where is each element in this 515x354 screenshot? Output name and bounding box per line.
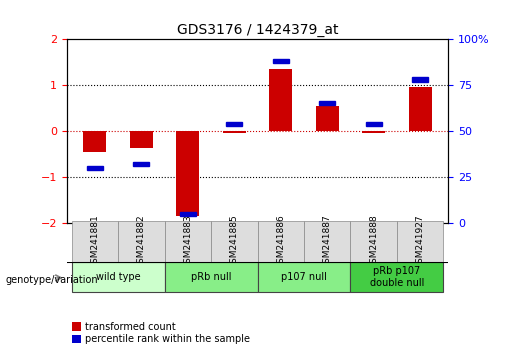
Text: GSM241888: GSM241888 — [369, 214, 378, 269]
Text: GSM241883: GSM241883 — [183, 214, 192, 269]
Bar — [176, 131, 199, 216]
FancyBboxPatch shape — [118, 221, 165, 262]
Bar — [269, 69, 293, 131]
Bar — [72, 322, 81, 331]
Text: transformed count: transformed count — [85, 322, 176, 332]
Text: pRb p107
double null: pRb p107 double null — [370, 266, 424, 288]
Bar — [87, 166, 103, 170]
FancyBboxPatch shape — [72, 221, 118, 262]
Text: pRb null: pRb null — [191, 272, 231, 282]
FancyBboxPatch shape — [350, 262, 443, 292]
Text: genotype/variation: genotype/variation — [5, 275, 98, 285]
Bar — [362, 131, 385, 133]
Bar — [272, 59, 289, 63]
FancyBboxPatch shape — [304, 221, 350, 262]
Text: p107 null: p107 null — [281, 272, 327, 282]
Bar — [133, 162, 149, 166]
Bar — [222, 131, 246, 133]
FancyBboxPatch shape — [350, 221, 397, 262]
FancyBboxPatch shape — [258, 262, 350, 292]
Bar — [316, 105, 339, 131]
Text: GSM241887: GSM241887 — [323, 214, 332, 269]
Bar — [408, 87, 432, 131]
Bar — [83, 131, 107, 152]
Bar — [319, 101, 335, 105]
FancyBboxPatch shape — [72, 262, 165, 292]
Text: GSM241885: GSM241885 — [230, 214, 239, 269]
Bar — [130, 131, 153, 148]
Text: GSM241927: GSM241927 — [416, 214, 425, 269]
Bar — [72, 335, 81, 343]
FancyBboxPatch shape — [397, 221, 443, 262]
Bar — [226, 121, 243, 126]
Text: wild type: wild type — [96, 272, 141, 282]
Bar — [180, 212, 196, 216]
Text: GSM241881: GSM241881 — [90, 214, 99, 269]
FancyBboxPatch shape — [211, 221, 258, 262]
Text: GSM241886: GSM241886 — [276, 214, 285, 269]
Text: percentile rank within the sample: percentile rank within the sample — [85, 334, 250, 344]
Text: GSM241882: GSM241882 — [137, 214, 146, 269]
FancyBboxPatch shape — [258, 221, 304, 262]
FancyBboxPatch shape — [165, 221, 211, 262]
Bar — [412, 78, 428, 81]
FancyBboxPatch shape — [165, 262, 258, 292]
Bar — [366, 121, 382, 126]
Title: GDS3176 / 1424379_at: GDS3176 / 1424379_at — [177, 23, 338, 36]
